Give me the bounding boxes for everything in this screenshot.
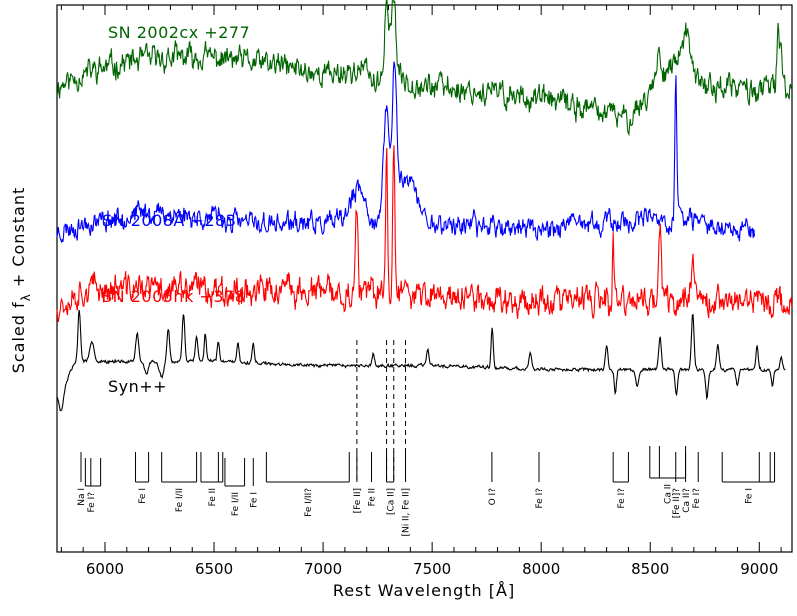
line-id-label: Fe I?	[692, 488, 702, 509]
x-tick-label: 8000	[522, 560, 560, 578]
series-line-2	[56, 145, 793, 323]
dashed-line-markers	[356, 340, 407, 482]
series-line-1	[56, 61, 756, 244]
series-line-3	[56, 309, 786, 412]
plot-frame	[56, 4, 793, 553]
line-id-label: Ca II	[664, 484, 674, 504]
series-label-1: SN 2008A +283	[102, 211, 236, 230]
y-axis-label: Scaled fλ + Constant	[9, 187, 33, 374]
line-id-label: Fe I?	[617, 488, 627, 509]
line-id-label: O I?	[488, 488, 498, 506]
x-tick-label: 9000	[740, 560, 778, 578]
line-id-label: Fe I/II?	[304, 488, 314, 517]
line-id-label: Fe I/II	[175, 488, 185, 512]
series-label-2: SN 2005hk +378	[102, 287, 245, 306]
line-identifications: Na I Fe I? Fe I Fe I/II Fe II Fe I/II Fe I Fe I…	[77, 446, 776, 537]
line-id-label: [Ni II, Fe II]	[402, 488, 412, 537]
line-id-label: Fe I	[249, 492, 259, 508]
line-id-label: Fe II	[368, 488, 378, 506]
series-line-0	[56, 0, 793, 137]
x-tick-label: 6500	[195, 560, 233, 578]
x-tick-label: 6000	[86, 560, 124, 578]
spectra-series: SN 2002cx +277 SN 2008A +283 SN 2005hk +37…	[56, 0, 793, 412]
line-id-label: Fe I/II	[231, 492, 241, 516]
line-id-label: [Fe II]?	[672, 488, 682, 518]
line-id-label: Fe I	[138, 488, 148, 504]
line-id-label: Fe I?	[87, 492, 97, 513]
x-tick-label: 7500	[413, 560, 451, 578]
line-id-label: Na I	[77, 488, 87, 506]
line-id-label: Fe I?	[535, 488, 545, 509]
x-axis-ticks: 6000 6500 7000 7500 8000 8500 9000	[60, 5, 782, 578]
line-id-label: [Fe II]	[353, 488, 363, 513]
line-id-label: Ca II?	[682, 488, 692, 513]
x-tick-label: 8500	[631, 560, 669, 578]
x-tick-label: 7000	[304, 560, 342, 578]
line-id-label: Fe I	[744, 488, 754, 504]
y-axis-label-subscript: λ	[19, 293, 33, 301]
y-axis-label-suffix: + Constant	[9, 187, 28, 294]
line-id-label: [Ca II]	[386, 488, 396, 515]
y-axis-label-main: Scaled f	[9, 301, 28, 373]
series-label-0: SN 2002cx +277	[108, 23, 250, 42]
series-label-3: Syn++	[108, 377, 167, 396]
line-id-label: Fe II	[208, 488, 218, 506]
x-axis-label: Rest Wavelength [Å]	[333, 581, 515, 600]
